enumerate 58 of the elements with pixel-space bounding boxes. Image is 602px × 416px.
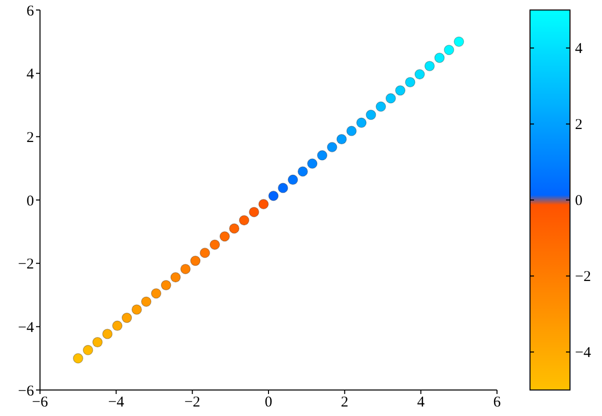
y-tick-label: 6 <box>26 3 34 20</box>
point <box>454 36 464 47</box>
point <box>376 101 386 112</box>
point <box>346 126 357 136</box>
point <box>268 190 279 202</box>
point <box>112 320 123 331</box>
color-bar-label: 2 <box>575 117 582 133</box>
point <box>190 256 201 266</box>
point <box>141 296 152 307</box>
point <box>356 118 367 128</box>
point <box>444 44 454 56</box>
point <box>278 182 288 194</box>
point <box>336 134 347 144</box>
y-tick-label: 4 <box>26 66 34 83</box>
point <box>258 198 269 210</box>
point <box>434 52 445 64</box>
point <box>210 239 220 250</box>
point <box>307 158 318 169</box>
point <box>160 280 172 290</box>
point <box>220 231 230 242</box>
point <box>170 272 181 282</box>
y-tick-label: 0 <box>26 193 34 210</box>
point <box>238 215 250 226</box>
x-tick-label: 4 <box>417 394 426 411</box>
point <box>288 174 298 185</box>
x-tick-label: −4 <box>108 394 125 411</box>
point <box>122 312 132 323</box>
y-tick-label: −6 <box>18 383 34 400</box>
point <box>326 142 338 152</box>
y-tick-label: −4 <box>18 320 34 336</box>
y-tick-label: 2 <box>26 130 34 146</box>
x-tick-label: 6 <box>493 394 502 411</box>
x-tick-label: 2 <box>340 394 348 411</box>
point <box>317 150 328 161</box>
point <box>386 93 396 104</box>
point <box>200 248 210 258</box>
point <box>404 77 416 88</box>
point <box>92 336 103 348</box>
x-tick-label: 0 <box>264 394 272 411</box>
point <box>180 264 191 274</box>
color-bar-label: 4 <box>575 41 583 57</box>
point <box>82 344 94 356</box>
point <box>414 69 425 80</box>
x-tick-label: −2 <box>184 394 200 411</box>
point <box>298 166 308 177</box>
point <box>395 85 406 96</box>
color-bar-label: 0 <box>575 193 582 209</box>
color-bar-label: −4 <box>575 345 592 361</box>
point <box>424 60 435 72</box>
color-bar-label: −2 <box>575 269 591 285</box>
point <box>229 223 240 234</box>
point <box>102 328 113 340</box>
point <box>72 353 84 364</box>
point <box>132 304 142 315</box>
point <box>366 110 376 120</box>
point <box>150 288 162 299</box>
point <box>248 206 260 218</box>
y-tick-label: −2 <box>18 256 34 273</box>
